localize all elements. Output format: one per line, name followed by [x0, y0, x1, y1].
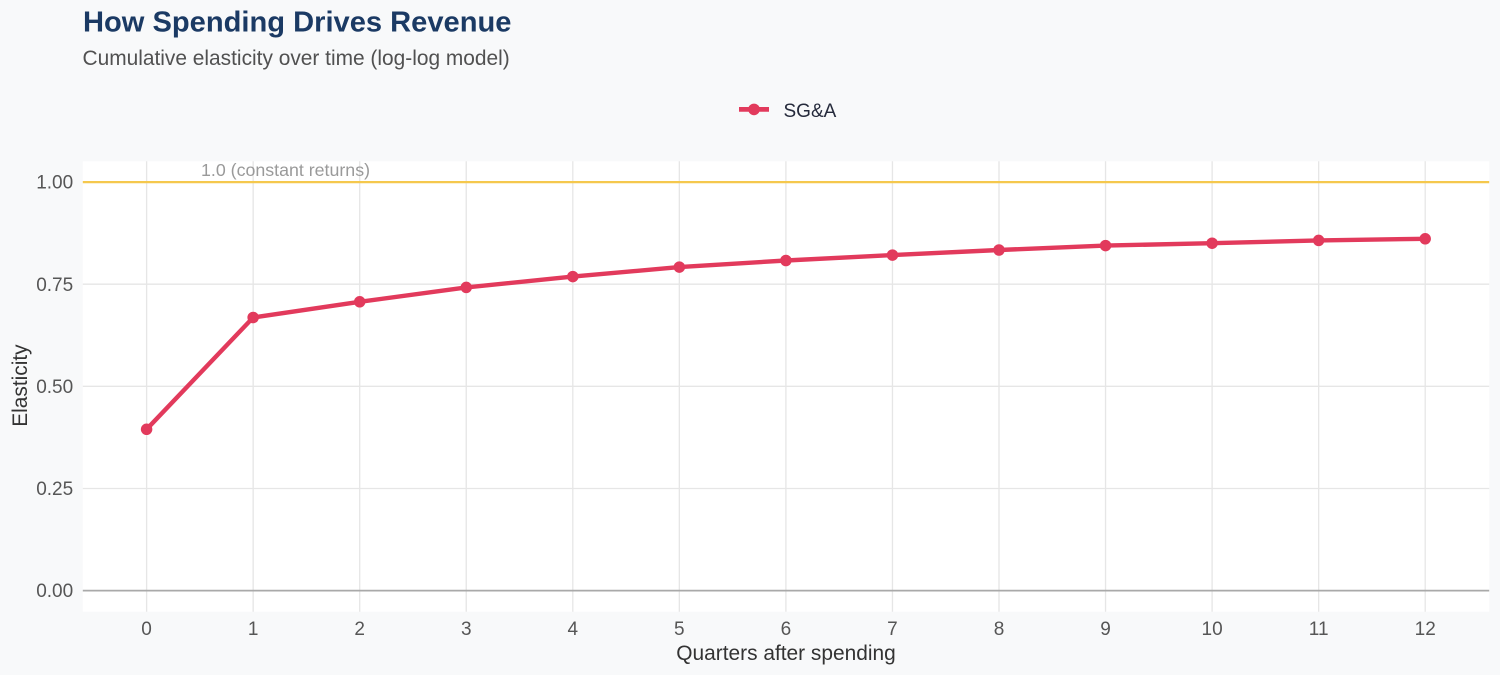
svg-text:How Spending Drives Revenue: How Spending Drives Revenue — [83, 7, 511, 39]
svg-text:5: 5 — [674, 619, 685, 640]
svg-text:12: 12 — [1415, 619, 1436, 640]
svg-text:1.0 (constant returns): 1.0 (constant returns) — [201, 160, 370, 180]
svg-text:0.75: 0.75 — [36, 275, 73, 296]
svg-text:3: 3 — [461, 619, 472, 640]
svg-text:0.25: 0.25 — [36, 479, 73, 500]
svg-text:1.00: 1.00 — [36, 173, 73, 194]
svg-text:Cumulative elasticity over tim: Cumulative elasticity over time (log-log… — [83, 47, 510, 70]
svg-text:10: 10 — [1202, 619, 1223, 640]
svg-text:9: 9 — [1100, 619, 1111, 640]
svg-text:Quarters after spending: Quarters after spending — [676, 642, 895, 665]
svg-text:4: 4 — [568, 619, 579, 640]
svg-text:7: 7 — [887, 619, 898, 640]
svg-text:Elasticity: Elasticity — [9, 344, 32, 427]
svg-text:2: 2 — [354, 619, 365, 640]
svg-text:8: 8 — [994, 619, 1005, 640]
svg-text:0: 0 — [141, 619, 152, 640]
svg-text:SG&A: SG&A — [784, 101, 837, 122]
svg-text:0.50: 0.50 — [36, 377, 73, 398]
svg-text:1: 1 — [248, 619, 259, 640]
svg-text:11: 11 — [1309, 619, 1329, 640]
svg-text:6: 6 — [781, 619, 792, 640]
svg-text:0.00: 0.00 — [36, 581, 73, 602]
